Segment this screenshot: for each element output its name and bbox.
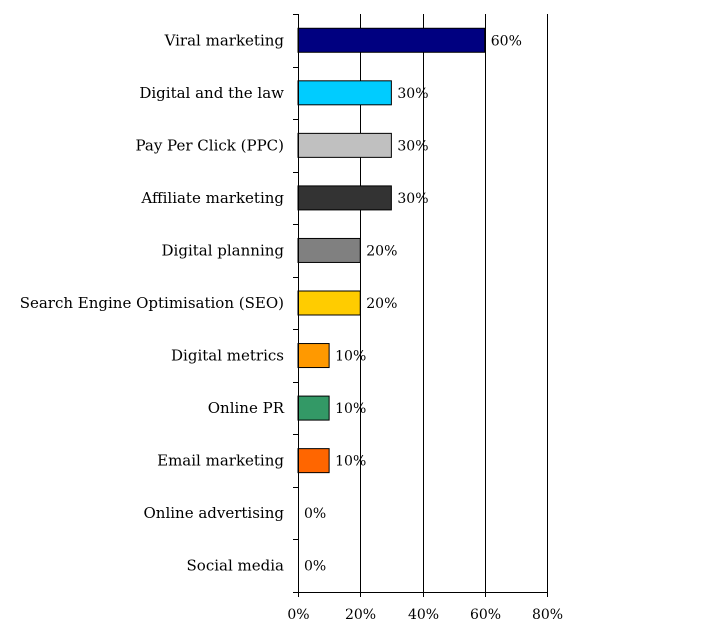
x-tick-label: 20% bbox=[345, 607, 376, 623]
axes bbox=[293, 14, 548, 597]
value-label: 20% bbox=[366, 296, 397, 312]
category-label: Search Engine Optimisation (SEO) bbox=[20, 294, 284, 312]
x-tick-label: 60% bbox=[470, 607, 501, 623]
bars bbox=[297, 27, 486, 474]
value-label: 10% bbox=[335, 454, 366, 470]
category-label: Email marketing bbox=[157, 452, 284, 470]
value-label: 60% bbox=[491, 33, 522, 49]
category-label: Digital metrics bbox=[171, 347, 284, 365]
category-label: Online PR bbox=[208, 399, 285, 417]
value-label: 30% bbox=[397, 138, 428, 154]
x-tick-label: 40% bbox=[408, 607, 439, 623]
category-label: Online advertising bbox=[143, 504, 284, 522]
bar bbox=[297, 185, 392, 211]
category-label: Digital and the law bbox=[139, 84, 284, 102]
value-label: 0% bbox=[304, 506, 326, 522]
category-label: Viral marketing bbox=[164, 31, 285, 49]
value-label: 30% bbox=[397, 191, 428, 207]
value-label: 10% bbox=[335, 401, 366, 417]
value-label: 0% bbox=[304, 559, 326, 575]
category-label: Social media bbox=[187, 557, 285, 575]
bar bbox=[297, 395, 330, 421]
x-tick-label: 0% bbox=[287, 607, 309, 623]
category-label: Affiliate marketing bbox=[140, 189, 284, 207]
value-label: 20% bbox=[366, 243, 397, 259]
bar bbox=[297, 27, 486, 53]
bar bbox=[297, 237, 361, 263]
value-label: 10% bbox=[335, 349, 366, 365]
category-label: Digital planning bbox=[162, 241, 285, 259]
bar bbox=[297, 80, 392, 106]
bar bbox=[297, 132, 392, 158]
value-label: 30% bbox=[397, 86, 428, 102]
x-tick-label: 80% bbox=[532, 607, 563, 623]
bar bbox=[297, 343, 330, 369]
labels: 0% 20% 40% 60% 80% Viral marketing 60% Digital … bbox=[20, 31, 563, 623]
bar bbox=[297, 290, 361, 316]
bar bbox=[297, 448, 330, 474]
category-label: Pay Per Click (PPC) bbox=[135, 136, 284, 154]
